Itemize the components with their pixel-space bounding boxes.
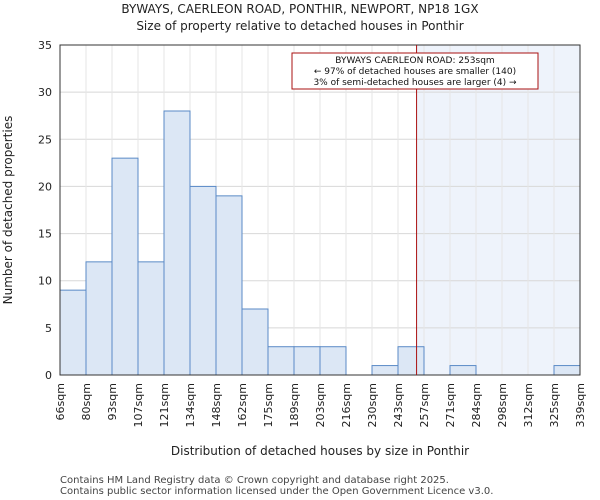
- bar-121sqm: [163, 110, 191, 376]
- bar-243sqm: [397, 346, 425, 376]
- x-tick-label: 325sqm: [548, 383, 561, 427]
- bar-162sqm: [241, 308, 269, 376]
- y-tick-label: 35: [38, 39, 52, 52]
- y-tick-label: 5: [45, 322, 52, 335]
- x-tick-label: 93sqm: [106, 383, 119, 420]
- x-tick-label: 107sqm: [132, 383, 145, 427]
- x-tick-label: 162sqm: [236, 383, 249, 427]
- x-tick-label: 121sqm: [158, 383, 171, 427]
- y-tick-label: 25: [38, 133, 52, 146]
- bar-134sqm: [189, 185, 217, 376]
- x-tick-label: 243sqm: [392, 383, 405, 427]
- x-tick-label: 189sqm: [288, 383, 301, 427]
- bar-93sqm: [111, 157, 139, 376]
- bar-189sqm: [293, 346, 321, 376]
- bar-325sqm: [553, 365, 581, 376]
- bar-80sqm: [85, 261, 113, 376]
- bar-148sqm: [215, 195, 243, 376]
- x-tick-label: 230sqm: [366, 383, 379, 427]
- annotation-line-3: 3% of semi-detached houses are larger (4…: [313, 78, 517, 88]
- footer-line-1: Contains HM Land Registry data © Crown c…: [60, 475, 449, 486]
- x-tick-label: 339sqm: [574, 383, 587, 427]
- chart-subtitle: Size of property relative to detached ho…: [136, 19, 463, 33]
- x-tick-label: 175sqm: [262, 383, 275, 427]
- x-tick-label: 66sqm: [54, 383, 67, 420]
- y-tick-label: 20: [38, 180, 52, 193]
- x-tick-label: 216sqm: [340, 383, 353, 427]
- x-tick-label: 203sqm: [314, 383, 327, 427]
- annotation-line-2: ← 97% of detached houses are smaller (14…: [314, 67, 516, 77]
- y-tick-label: 10: [38, 275, 52, 288]
- x-tick-label: 80sqm: [80, 383, 93, 420]
- x-tick-label: 134sqm: [184, 383, 197, 427]
- x-tick-label: 312sqm: [522, 383, 535, 427]
- annotation-box: [291, 52, 539, 90]
- bar-66sqm: [59, 289, 87, 376]
- x-axis-label: Distribution of detached houses by size …: [171, 444, 469, 458]
- y-tick-label: 15: [38, 228, 52, 241]
- bar-175sqm: [267, 346, 295, 376]
- y-tick-label: 0: [45, 369, 52, 382]
- x-tick-label: 298sqm: [496, 383, 509, 427]
- x-tick-label: 257sqm: [418, 383, 431, 427]
- annotation-line-1: BYWAYS CAERLEON ROAD: 253sqm: [335, 56, 494, 66]
- plot-area: 0 5 10 15 20 25 30 35 66sqm 80sqm 93sqm 107sqm 121sq…: [38, 39, 587, 427]
- bar-230sqm: [371, 365, 399, 376]
- plot-frame: [59, 44, 581, 376]
- larger-region-highlight: [416, 45, 580, 375]
- x-tick-label: 148sqm: [210, 383, 223, 427]
- y-tick-label: 30: [38, 86, 52, 99]
- bar-107sqm: [137, 261, 165, 376]
- bar-271sqm: [449, 365, 477, 376]
- chart-title: BYWAYS, CAERLEON ROAD, PONTHIR, NEWPORT,…: [121, 2, 478, 16]
- y-axis-label: Number of detached properties: [1, 116, 15, 305]
- x-tick-label: 271sqm: [444, 383, 457, 427]
- bar-203sqm: [319, 346, 347, 376]
- footer-line-2: Contains public sector information licen…: [60, 486, 493, 497]
- x-tick-label: 284sqm: [470, 383, 483, 427]
